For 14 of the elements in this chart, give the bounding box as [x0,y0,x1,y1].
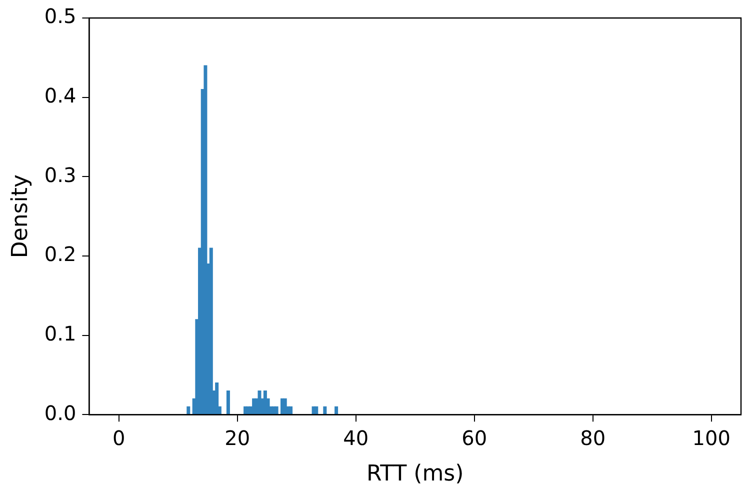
y-tick-label: 0.5 [44,4,76,28]
y-axis-title: Density [8,174,33,258]
y-tick-label: 0.2 [44,242,76,266]
y-tick-label: 0.0 [44,400,76,425]
y-tick-label: 0.3 [44,162,76,187]
y-tick-label: 0.4 [44,84,76,108]
x-tick-label: 40 [343,426,369,450]
y-tick-label: 0.1 [44,321,76,346]
x-tick-label: 80 [580,426,606,450]
x-tick-label: 20 [224,426,250,450]
x-tick-label: 100 [692,426,730,450]
x-axis-title: RTT (ms) [366,462,464,487]
x-tick-label: 60 [462,426,488,450]
x-tick-label: 0 [112,426,126,450]
